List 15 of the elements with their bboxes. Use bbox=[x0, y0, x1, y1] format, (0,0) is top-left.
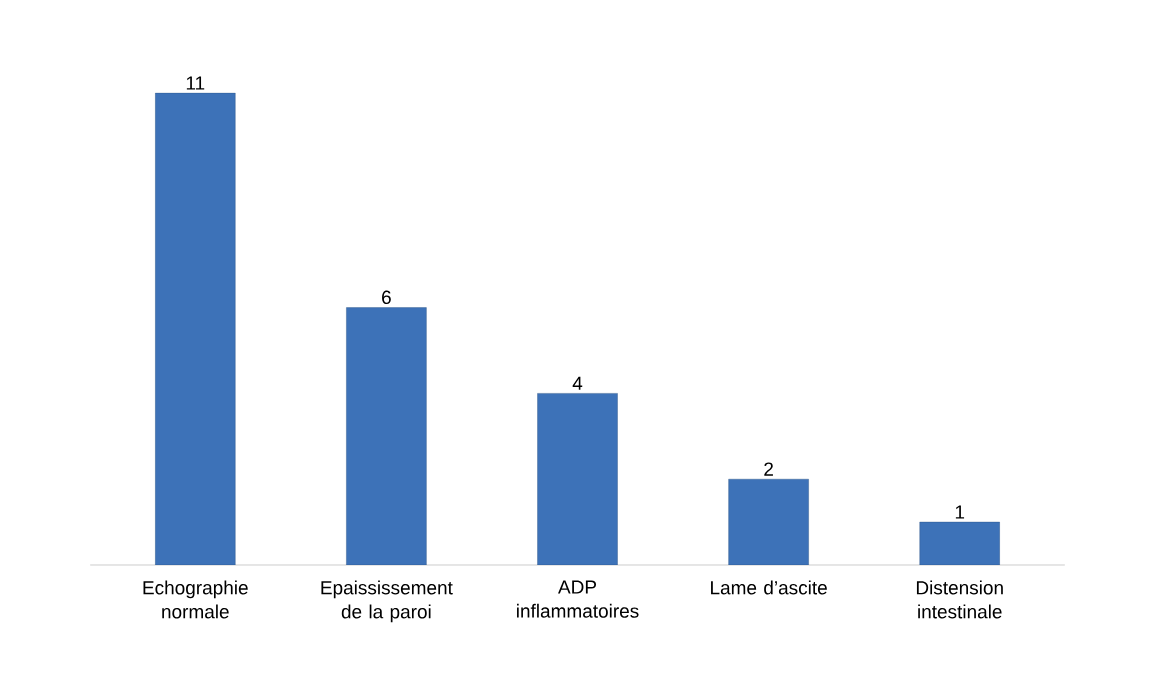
x-tick-label: Lame d’ascite bbox=[711, 580, 827, 595]
bar bbox=[537, 393, 618, 565]
x-tick-label: Echographie normale bbox=[143, 580, 248, 619]
x-tick-label: Distension intestinale bbox=[916, 580, 1003, 619]
data-label: 6 bbox=[382, 290, 391, 304]
data-label: 2 bbox=[764, 462, 773, 476]
x-tick-label: ADP inflammatoires bbox=[517, 580, 639, 618]
data-label: 4 bbox=[572, 376, 583, 390]
bar bbox=[346, 307, 427, 565]
bar bbox=[919, 521, 1000, 565]
bar bbox=[728, 478, 809, 565]
data-label: 11 bbox=[186, 76, 205, 90]
x-tick-label: Epaississement de la paroi bbox=[321, 580, 453, 623]
data-label: 1 bbox=[955, 505, 965, 519]
bar bbox=[155, 92, 236, 565]
